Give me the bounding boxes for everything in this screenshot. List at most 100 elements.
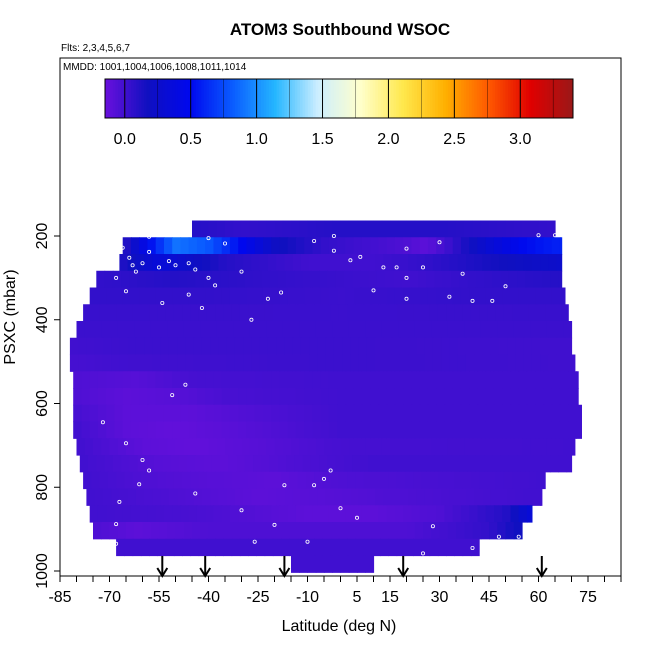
heatmap-cell xyxy=(462,471,472,490)
colorbar-segment xyxy=(219,79,223,118)
heatmap-cell xyxy=(262,287,272,305)
heatmap-cell xyxy=(470,471,480,490)
heatmap-cell xyxy=(485,287,495,305)
heatmap-cell xyxy=(350,354,360,372)
heatmap-cell xyxy=(436,388,446,406)
heatmap-cell xyxy=(210,254,219,272)
heatmap-cell xyxy=(338,471,348,490)
colorbar-segment xyxy=(287,79,291,118)
heatmap-cell xyxy=(427,287,437,305)
heatmap-cell xyxy=(279,404,289,423)
heatmap-cell xyxy=(241,438,251,456)
heatmap-cell xyxy=(320,237,330,255)
heatmap-cell xyxy=(391,354,401,372)
heatmap-cell xyxy=(503,304,513,322)
heatmap-cell xyxy=(104,455,114,473)
heatmap-cell xyxy=(190,304,200,322)
heatmap-cell xyxy=(284,337,294,356)
heatmap-cell xyxy=(436,371,446,389)
colorbar-segment xyxy=(526,79,530,118)
heatmap-cell xyxy=(444,421,454,439)
heatmap-cell xyxy=(282,220,292,238)
heatmap-cell xyxy=(86,354,96,372)
heatmap-cell xyxy=(424,354,434,372)
heatmap-cell xyxy=(358,354,368,372)
heatmap-cell xyxy=(130,388,140,406)
heatmap-cell xyxy=(180,287,190,305)
heatmap-cell xyxy=(568,388,578,406)
heatmap-cell xyxy=(325,337,335,356)
heatmap-cell xyxy=(546,438,556,456)
heatmap-cell xyxy=(404,304,414,322)
colorbar-tick-label: 2.0 xyxy=(377,131,399,148)
colorbar-segment xyxy=(341,79,345,118)
heatmap-cell xyxy=(114,404,124,423)
heatmap-cell xyxy=(279,388,289,406)
heatmap-cell xyxy=(358,254,368,272)
heatmap-cell xyxy=(361,287,371,305)
colorbar-segment xyxy=(268,79,272,118)
heatmap-cell xyxy=(366,337,376,356)
heatmap-cell xyxy=(394,388,404,406)
heatmap-cell xyxy=(518,388,528,406)
colorbar-segment xyxy=(487,79,491,118)
heatmap-cell xyxy=(431,438,441,456)
heatmap-cell xyxy=(357,555,366,573)
heatmap-cell xyxy=(381,438,391,456)
heatmap-cell xyxy=(239,304,249,322)
heatmap-cell xyxy=(510,404,520,423)
heatmap-cell xyxy=(489,321,498,339)
heatmap-cell xyxy=(304,237,314,255)
heatmap-cell xyxy=(517,455,526,473)
heatmap-cell xyxy=(279,421,289,439)
heatmap-cell xyxy=(338,304,348,322)
heatmap-cell xyxy=(427,404,437,423)
heatmap-cell xyxy=(337,505,347,523)
colorbar-segment xyxy=(112,79,116,118)
heatmap-cell xyxy=(484,455,493,473)
heatmap-cell xyxy=(193,488,203,506)
x-tick-label: 45 xyxy=(480,589,498,606)
sample-point xyxy=(100,420,105,425)
sample-point xyxy=(140,261,145,266)
heatmap-cell xyxy=(124,538,134,557)
heatmap-cell xyxy=(378,421,388,439)
heatmap-cell xyxy=(342,337,351,356)
heatmap-cell xyxy=(543,287,553,305)
heatmap-cell xyxy=(276,254,285,272)
heatmap-cell xyxy=(269,455,279,473)
heatmap-cell xyxy=(155,237,165,255)
heatmap-cell xyxy=(333,488,343,506)
heatmap-cell xyxy=(277,455,287,473)
heatmap-cell xyxy=(451,455,460,473)
heatmap-cell xyxy=(97,371,107,389)
heatmap-cell xyxy=(76,438,86,456)
heatmap-cell xyxy=(497,438,507,456)
heatmap-cell xyxy=(353,287,363,305)
heatmap-cell xyxy=(360,455,370,473)
heatmap-cell xyxy=(520,471,530,490)
colorbar-tick-label: 1.5 xyxy=(311,131,333,148)
colorbar-segment xyxy=(562,79,566,118)
heatmap-cell xyxy=(555,438,564,456)
heatmap-cell xyxy=(259,337,269,356)
colorbar-segment xyxy=(443,79,447,118)
heatmap-cell xyxy=(452,421,462,439)
heatmap-cell xyxy=(559,388,569,406)
heatmap-cell xyxy=(573,354,576,372)
heatmap-cell xyxy=(493,505,503,523)
heatmap-cell xyxy=(91,304,101,322)
heatmap-cell xyxy=(127,488,137,506)
colorbar-segment xyxy=(508,79,512,118)
heatmap-cell xyxy=(406,438,416,456)
heatmap-cell xyxy=(335,270,345,289)
heatmap-cell xyxy=(196,388,206,406)
heatmap-cell xyxy=(200,522,210,540)
heatmap-cell xyxy=(404,471,414,490)
heatmap-cell xyxy=(83,471,92,490)
heatmap-cell xyxy=(299,220,309,238)
heatmap-cell xyxy=(345,404,355,423)
heatmap-cell xyxy=(363,471,373,490)
heatmap-cell xyxy=(523,254,533,272)
heatmap-cell xyxy=(124,471,134,490)
